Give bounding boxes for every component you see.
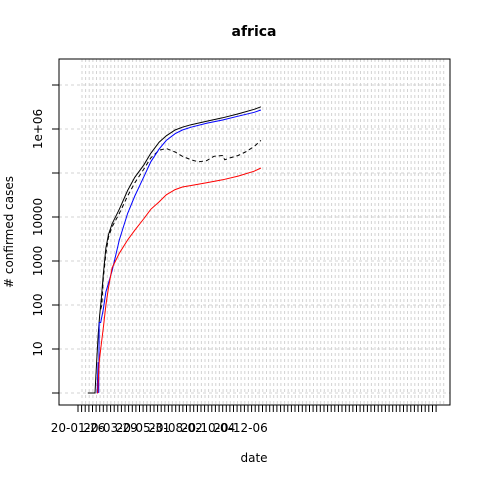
axis-layer: 20-01-2620-03-2920-05-3120-08-0220-10-04… <box>31 84 437 435</box>
grid-layer <box>59 59 450 405</box>
y-axis-title: # confirmed cases <box>2 176 16 288</box>
x-axis-title: date <box>240 451 267 465</box>
x-tick-label: 20-12-06 <box>213 421 267 435</box>
x-tick-label: 20-10-04 <box>181 421 235 435</box>
y-tick-label: 1e+06 <box>31 109 45 149</box>
series-line-3 <box>96 109 262 394</box>
x-tick-label: 20-01-26 <box>51 421 105 435</box>
x-tick-label: 20-08-02 <box>148 421 202 435</box>
y-tick-label: 10 <box>31 341 45 356</box>
x-tick-label: 20-03-29 <box>83 421 137 435</box>
y-tick-label: 1000 <box>31 246 45 277</box>
series-layer <box>87 106 262 394</box>
y-tick-label: 10000 <box>31 198 45 236</box>
x-tick-label: 20-05-31 <box>116 421 170 435</box>
chart-title: africa <box>232 24 277 40</box>
series-line-1 <box>87 106 262 394</box>
series-line-4 <box>97 167 262 394</box>
y-tick-label: 100 <box>31 294 45 317</box>
plot-frame <box>58 58 451 406</box>
